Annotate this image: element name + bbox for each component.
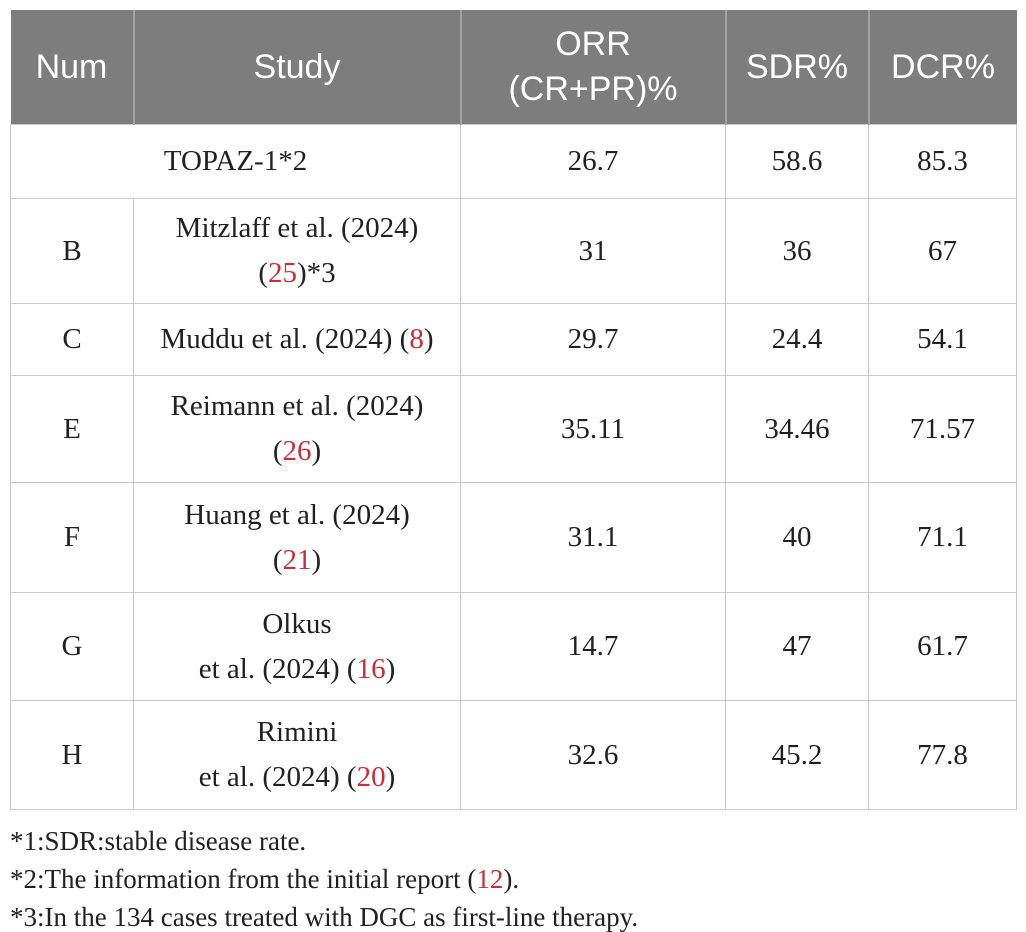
study-cell: Reimann et al. (2024) (26)	[133, 375, 461, 483]
reference-number: 16	[356, 652, 386, 685]
text-segment: ).	[503, 864, 520, 894]
text-segment: Muddu et al. (2024) (	[160, 323, 410, 356]
orr-cell: 31	[460, 198, 726, 304]
study-cell: Mitzlaff et al. (2024) (25)*3	[133, 198, 461, 304]
num-cell: E	[10, 375, 134, 483]
orr-cell: 29.7	[460, 303, 726, 376]
text-segment: )	[311, 435, 322, 467]
reference-number: 25	[268, 257, 297, 289]
study-cell: Olkus et al. (2024) (16)	[133, 592, 461, 701]
study-text-line: Reimann et al. (2024)	[140, 384, 454, 429]
study-text-line: Muddu et al. (2024) (8)	[140, 317, 454, 362]
reference-number: 8	[409, 323, 424, 356]
table-row: C Muddu et al. (2024) (8) 29.7 24.4 54.1	[10, 303, 1017, 376]
dcr-cell: 61.7	[868, 592, 1017, 701]
study-text-line: Huang et al. (2024)	[140, 493, 454, 538]
study-text-line: Mitzlaff et al. (2024)	[140, 206, 454, 251]
text-segment: Mitzlaff et al. (2024)	[175, 212, 419, 245]
orr-cell: 32.6	[460, 700, 726, 810]
text-segment: *1:SDR:stable disease rate.	[10, 826, 307, 856]
text-segment: (	[272, 435, 283, 467]
col-header-num: Num	[10, 10, 134, 125]
sdr-cell: 58.6	[725, 124, 869, 199]
footnote-line: *3:In the 134 cases treated with DGC as …	[10, 898, 1016, 932]
study-text-line: (26)	[140, 429, 454, 474]
num-cell: C	[10, 303, 134, 376]
results-table: Num Study ORR (CR+PR)% SDR% DCR% TOPAZ-1…	[10, 10, 1017, 810]
table-row: E Reimann et al. (2024) (26) 35.11 34.46 71.5…	[10, 375, 1017, 483]
sdr-cell: 36	[725, 198, 869, 304]
text-segment: Olkus	[262, 607, 332, 640]
orr-cell: 35.11	[460, 375, 726, 483]
text-segment: )	[311, 543, 322, 576]
text-segment: )	[385, 652, 396, 685]
study-cell-merged: TOPAZ-1*2	[10, 124, 461, 199]
sdr-cell: 24.4	[725, 303, 869, 376]
dcr-cell: 71.1	[868, 482, 1017, 593]
dcr-cell: 67	[868, 198, 1017, 304]
num-cell: B	[10, 198, 134, 304]
reference-number: 21	[282, 543, 312, 576]
text-segment: Rimini	[256, 716, 338, 749]
text-segment: TOPAZ-1*2	[163, 145, 308, 178]
study-text-line: (21)	[140, 538, 454, 583]
table-row: G Olkus et al. (2024) (16) 14.7 47 61.7	[10, 592, 1017, 701]
col-header-study: Study	[132, 10, 461, 125]
num-cell: H	[10, 700, 134, 810]
text-segment: (	[258, 257, 268, 289]
study-cell: Muddu et al. (2024) (8)	[133, 303, 461, 376]
table-row: TOPAZ-1*2 26.7 58.6 85.3	[10, 124, 1017, 199]
sdr-cell: 45.2	[725, 700, 869, 810]
sdr-cell: 34.46	[725, 375, 869, 483]
text-segment: )	[385, 761, 396, 793]
text-segment: *2:The information from the initial repo…	[10, 864, 477, 894]
study-text-line: Rimini	[140, 710, 454, 755]
reference-number: 12	[476, 864, 504, 894]
study-cell: Rimini et al. (2024) (20)	[133, 700, 461, 810]
footnote-line: *1:SDR:stable disease rate.	[10, 822, 1016, 860]
footnote-line: *2:The information from the initial repo…	[10, 860, 1016, 898]
study-text-line: (25)*3	[140, 251, 454, 296]
text-segment: )*3	[297, 257, 336, 289]
table-row: B Mitzlaff et al. (2024) (25)*3 31 36 67	[10, 198, 1017, 304]
num-cell: F	[10, 482, 134, 593]
orr-cell: 14.7	[460, 592, 726, 701]
study-text-line: et al. (2024) (16)	[140, 647, 454, 692]
col-header-sdr: SDR%	[724, 10, 869, 125]
table-row: H Rimini et al. (2024) (20) 32.6 45.2 77.8	[10, 700, 1017, 810]
sdr-cell: 47	[725, 592, 869, 701]
orr-cell: 31.1	[460, 482, 726, 593]
text-segment: Huang et al. (2024)	[184, 498, 410, 531]
study-cell: Huang et al. (2024) (21)	[133, 482, 461, 593]
footnotes: *1:SDR:stable disease rate. *2:The inform…	[10, 822, 1016, 932]
study-text-line: TOPAZ-1*2	[17, 139, 454, 184]
table-row: F Huang et al. (2024) (21) 31.1 40 71.1	[10, 482, 1017, 593]
orr-cell: 26.7	[460, 124, 726, 199]
dcr-cell: 71.57	[868, 375, 1017, 483]
dcr-cell: 85.3	[868, 124, 1017, 199]
col-header-dcr: DCR%	[867, 10, 1017, 125]
text-segment: et al. (2024) (	[198, 761, 357, 793]
dcr-cell: 54.1	[868, 303, 1017, 376]
text-segment: Reimann et al. (2024)	[170, 390, 424, 423]
num-cell: G	[10, 592, 134, 701]
text-segment: *3:In the 134 cases treated with DGC as …	[10, 902, 639, 932]
text-segment: et al. (2024) (	[198, 652, 357, 685]
col-header-orr: ORR (CR+PR)%	[459, 10, 726, 125]
reference-number: 26	[282, 435, 312, 467]
dcr-cell: 77.8	[868, 700, 1017, 810]
header-row: Num Study ORR (CR+PR)% SDR% DCR%	[10, 10, 1017, 125]
sdr-cell: 40	[725, 482, 869, 593]
study-text-line: Olkus	[140, 602, 454, 647]
study-text-line: et al. (2024) (20)	[140, 755, 454, 800]
text-segment: (	[272, 543, 283, 576]
table-header: Num Study ORR (CR+PR)% SDR% DCR%	[10, 10, 1017, 125]
reference-number: 20	[356, 761, 386, 793]
results-table-body: TOPAZ-1*2 26.7 58.6 85.3 B Mitzlaff et al. (2…	[10, 124, 1017, 810]
text-segment: )	[423, 323, 434, 356]
